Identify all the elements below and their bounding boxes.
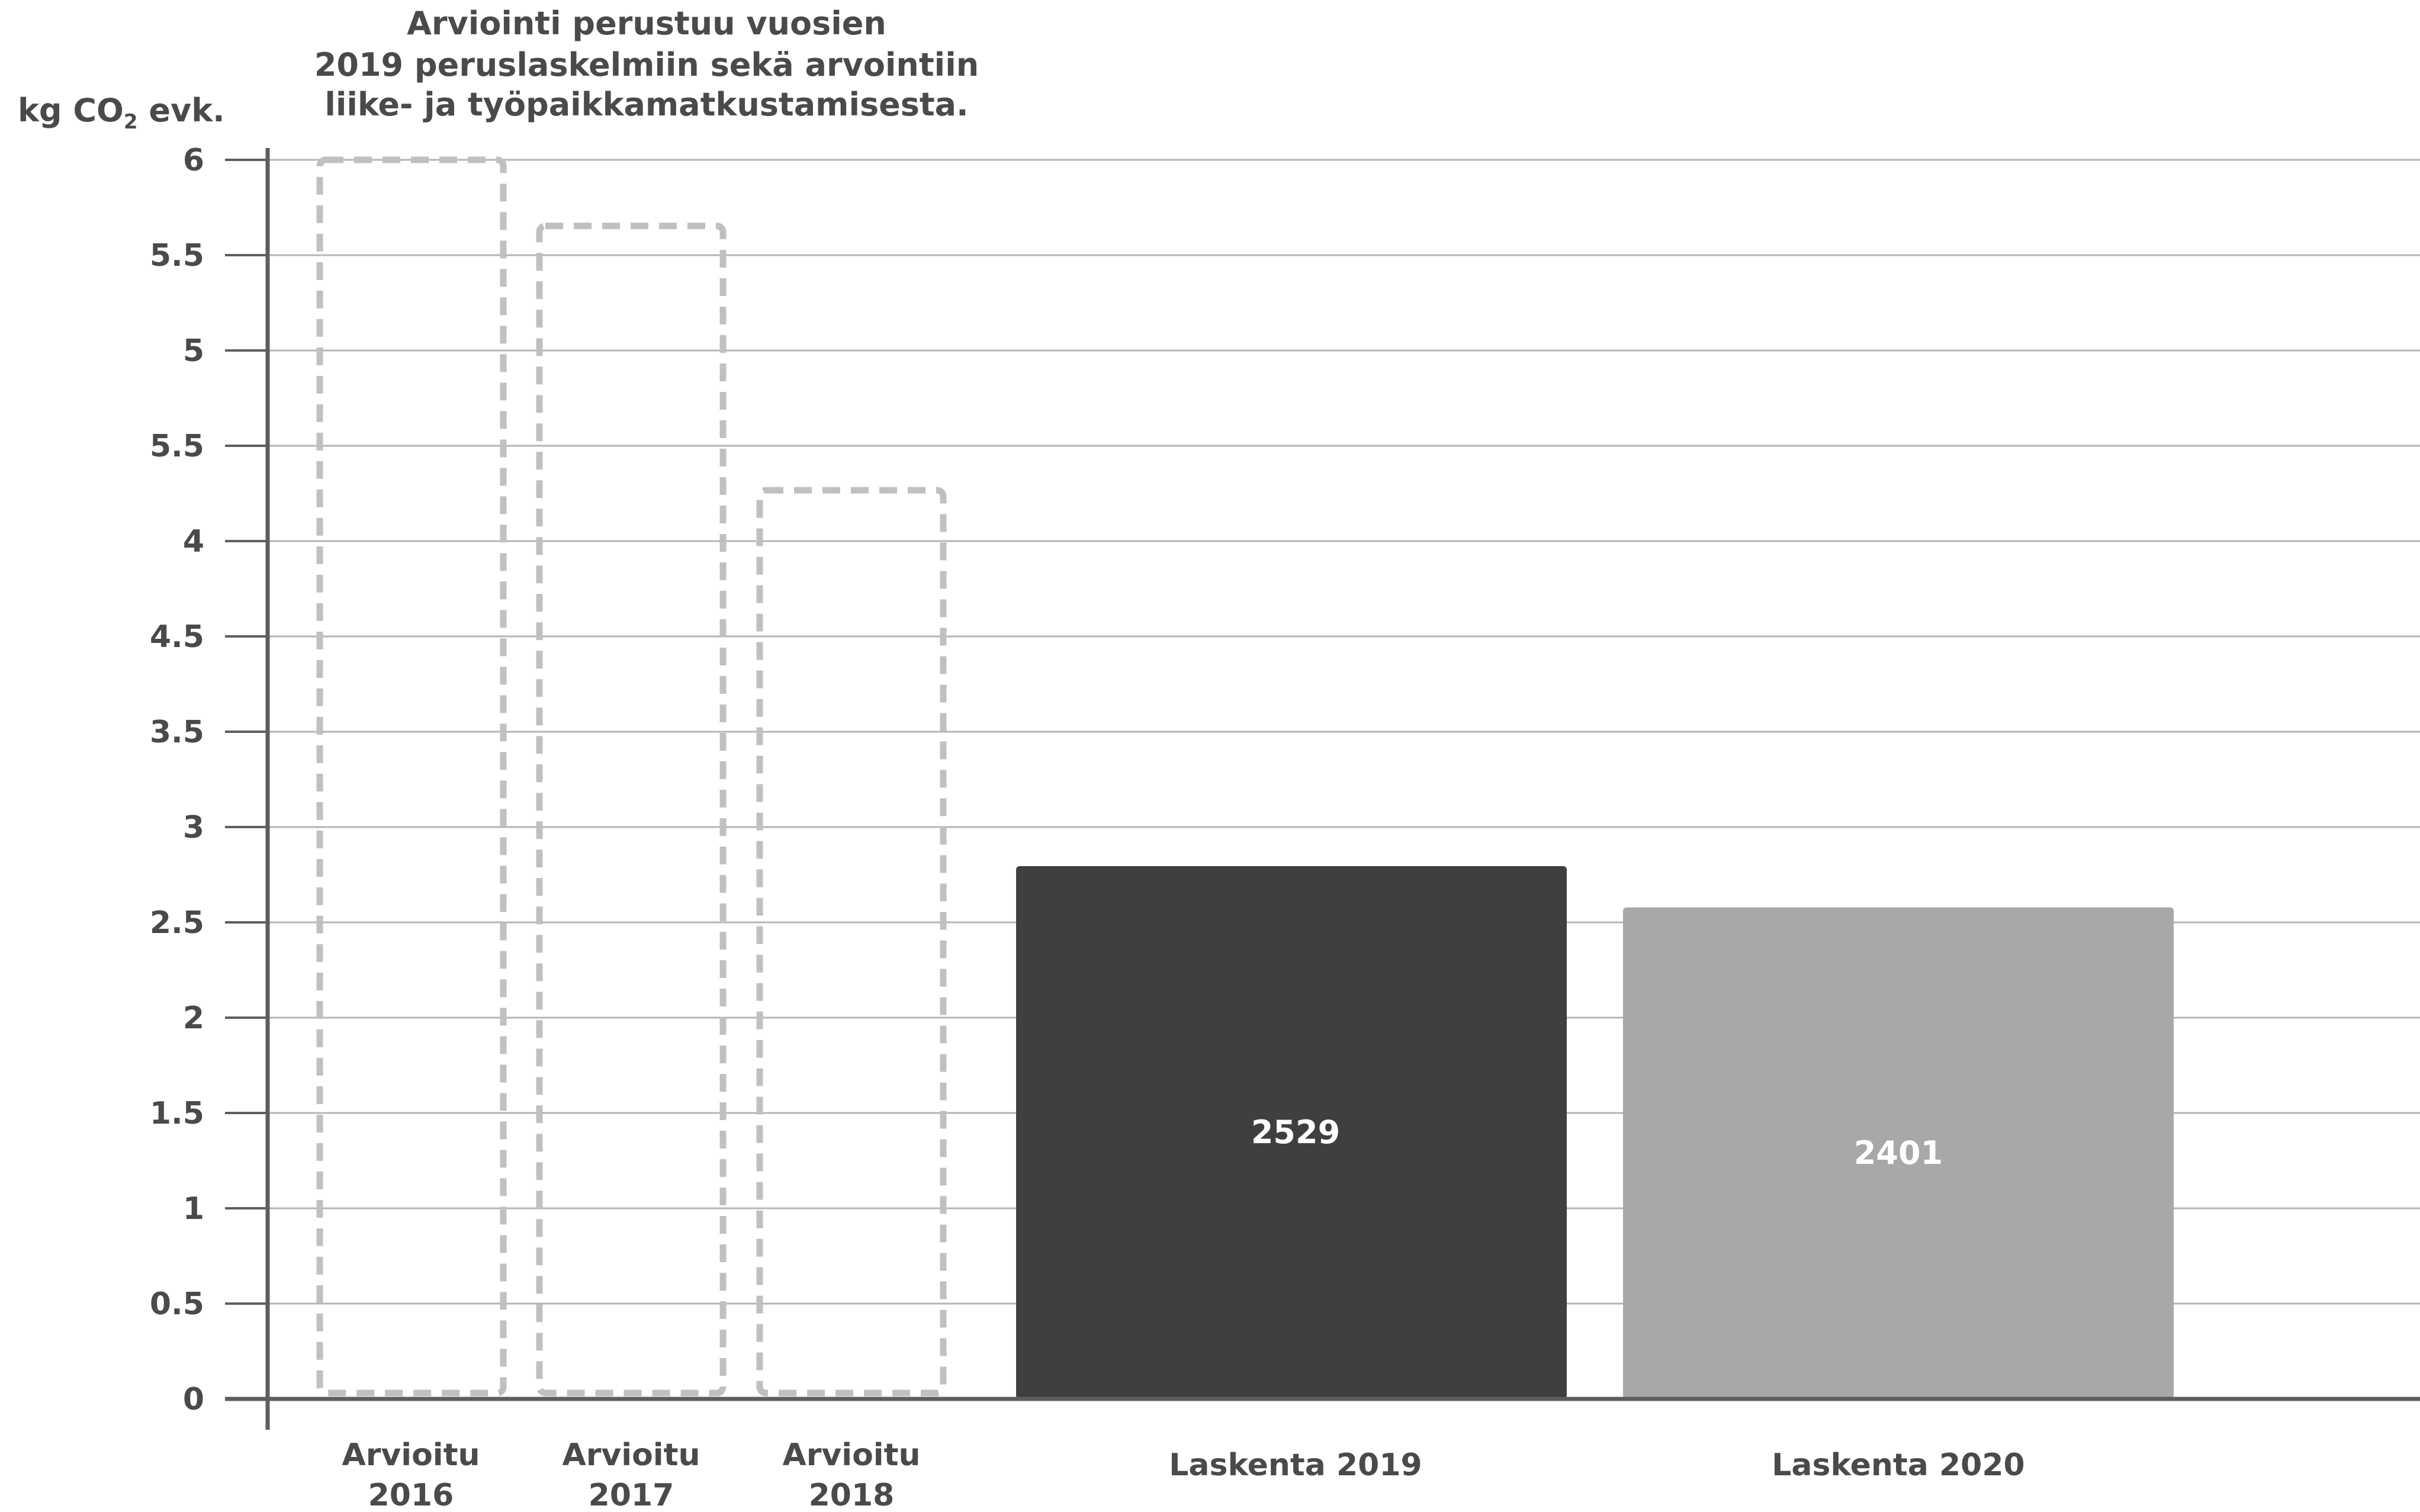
y-tick-label: 5.5 <box>150 429 204 464</box>
y-axis-label-prefix: kg CO <box>18 92 124 129</box>
annotation-line-3: liike- ja työpaikkamatkustamisesta. <box>324 86 968 123</box>
x-category-label: Laskenta 2019 <box>1169 1447 1422 1483</box>
x-category-label: 2016 <box>368 1478 454 1512</box>
y-tick-label: 1.5 <box>150 1096 204 1131</box>
annotation-line-1: Arviointi perustuu vuosien <box>407 5 886 42</box>
bar <box>536 223 727 1397</box>
y-tick-label: 2 <box>183 1001 204 1036</box>
y-tick-label: 3.5 <box>150 715 204 750</box>
x-category-label: Laskenta 2020 <box>1772 1447 2024 1483</box>
y-tick-label: 1 <box>183 1191 204 1227</box>
y-axis-label-subscript: 2 <box>124 110 138 134</box>
axes <box>225 148 2420 1430</box>
y-axis-label-suffix: evk. <box>138 92 225 129</box>
x-category-label: Arvioitu <box>342 1437 480 1473</box>
x-category-label: Arvioitu <box>782 1437 920 1473</box>
annotation-line-2: 2019 peruslaskelmiin sekä arvointiin <box>314 46 979 83</box>
y-tick-label: 5.5 <box>150 238 204 274</box>
x-category-label: 2018 <box>809 1478 895 1512</box>
y-tick-label: 4 <box>183 524 204 559</box>
y-tick-labels: 0 0.5 1 1.5 2 2.5 3 3.5 4.5 4 5.5 5 5.5 6 <box>150 143 204 1417</box>
category-labels: Arvioitu 2016 Arvioitu 2017 Arvioitu 2018 Lask… <box>342 1437 2024 1512</box>
bar <box>1623 907 2174 1399</box>
y-tick-label: 4.5 <box>150 619 204 655</box>
bar <box>756 487 947 1397</box>
y-tick-label: 3 <box>183 810 204 845</box>
bars: 2529 2401 <box>316 156 2174 1399</box>
bar-value-label: 2529 <box>1251 1114 1340 1151</box>
y-tick-label: 5 <box>183 333 204 369</box>
bar <box>1016 866 1567 1399</box>
y-tick-label: 0 <box>183 1382 204 1417</box>
y-tick-label: 0.5 <box>150 1286 204 1322</box>
y-tick-label: 2.5 <box>150 905 204 941</box>
y-tick-label: 6 <box>183 143 204 178</box>
x-category-label: Arvioitu <box>562 1437 700 1473</box>
x-category-label: 2017 <box>589 1478 674 1512</box>
bar <box>316 156 507 1397</box>
bar-value-label: 2401 <box>1854 1134 1943 1172</box>
y-axis-label: kg CO2 evk. <box>18 92 225 134</box>
